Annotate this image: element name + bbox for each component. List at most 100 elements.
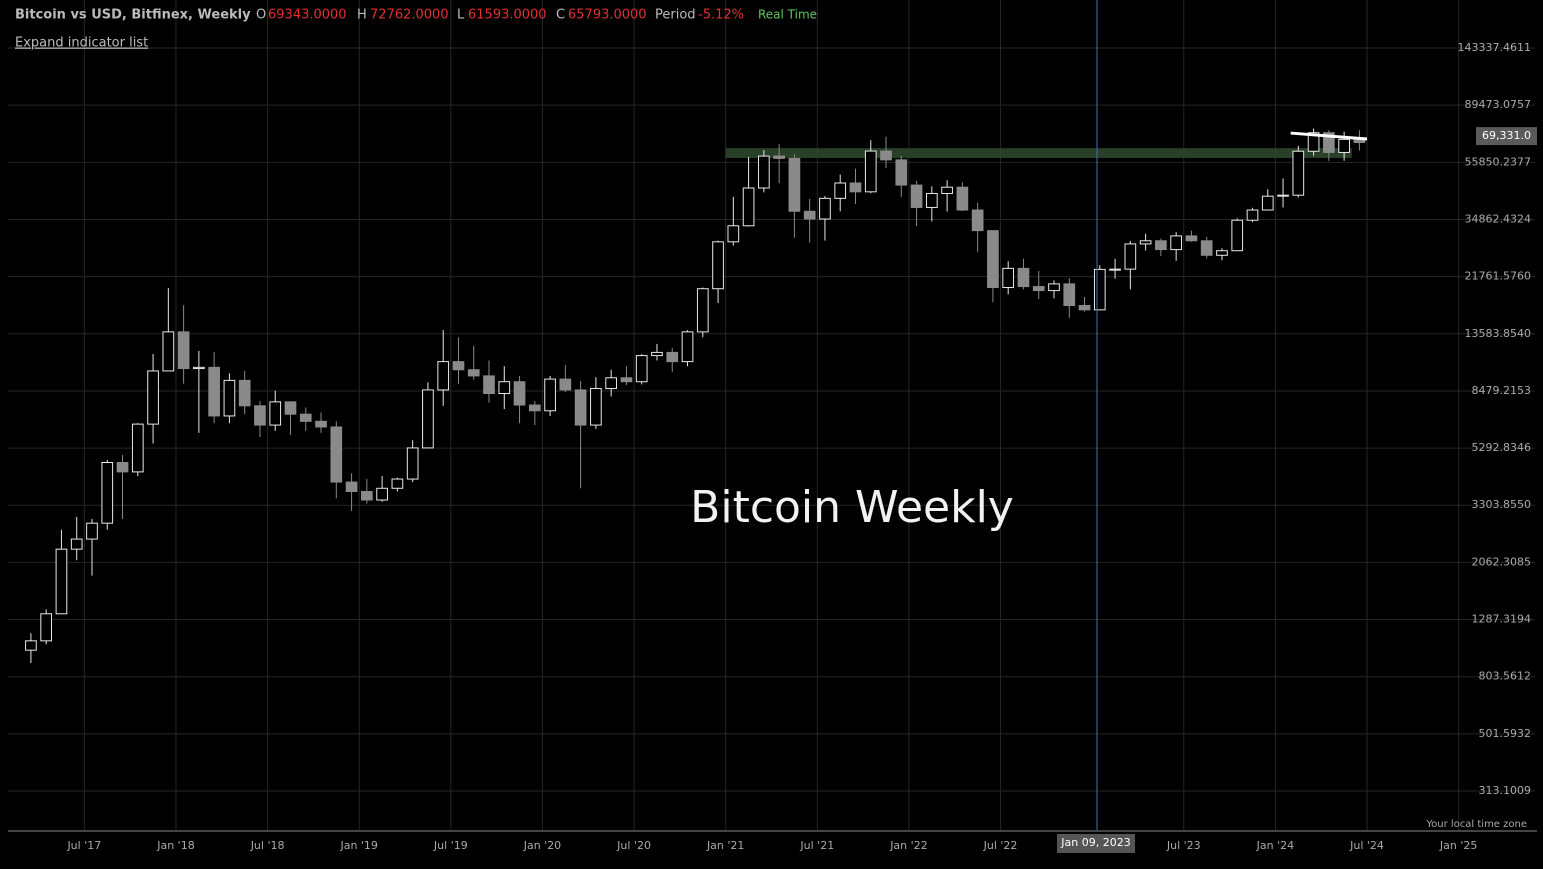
candle-body (284, 401, 297, 415)
x-tick-label: Jan '24 (1256, 839, 1294, 852)
crosshair-label: Jan 09, 2023 (1060, 836, 1130, 849)
y-tick-label: 1287.3194 (1472, 613, 1532, 626)
candle-body (849, 182, 862, 193)
candle-body (666, 351, 679, 363)
candle-body (513, 381, 526, 406)
candle-body (40, 613, 53, 642)
expand-indicators[interactable]: Expand indicator list (15, 36, 148, 51)
candle-body (147, 370, 159, 425)
candle-body (162, 331, 175, 372)
candle-body (788, 157, 801, 212)
candle-body (467, 369, 480, 377)
candle-body (315, 420, 327, 428)
candle-body (1109, 268, 1121, 271)
x-tick-label: Jul '17 (66, 839, 101, 852)
x-tick-label: Jul '20 (616, 839, 651, 852)
candle-body (193, 366, 205, 370)
candle-body (651, 351, 663, 357)
candle-body (406, 447, 419, 480)
candle-body (1032, 286, 1045, 292)
candle-body (1063, 283, 1076, 307)
y-tick-label: 89473.0757 (1465, 98, 1531, 111)
y-tick-label: 143337.4611 (1458, 41, 1531, 54)
y-tick-label: 5292.8346 (1472, 441, 1532, 454)
candle-body (101, 462, 114, 524)
x-tick-label: Jan '18 (156, 839, 194, 852)
candle-body (391, 478, 404, 489)
candle-body (1277, 194, 1289, 197)
grid (8, 0, 1535, 830)
candle-body (880, 150, 892, 161)
candle-body (696, 288, 709, 333)
candle-body (1002, 267, 1015, 288)
watermark-title: Bitcoin Weekly (690, 482, 1014, 533)
candle-body (773, 155, 785, 159)
candle-body (1017, 267, 1030, 288)
candle-body (1231, 219, 1244, 252)
x-tick-label: Jan '19 (339, 839, 377, 852)
candle-body (1246, 209, 1259, 221)
candle-body (208, 366, 220, 417)
candle-body (1292, 150, 1305, 196)
candle-body (574, 389, 587, 426)
y-tick-label: 34862.4324 (1465, 212, 1531, 225)
candle-body (590, 388, 602, 426)
open-value: 69343.0000 (268, 8, 347, 23)
candle-body (1261, 195, 1274, 211)
candle-body (299, 413, 312, 422)
candle-body (528, 404, 541, 412)
candle-body (238, 379, 251, 407)
candle-body (910, 184, 923, 208)
trendline (1290, 131, 1368, 141)
candle-body (131, 423, 144, 473)
symbol: Bitcoin vs USD, Bitfinex, Weekly (15, 8, 251, 23)
candle-body (116, 462, 129, 473)
candle-body (1048, 283, 1060, 292)
candle-body (86, 522, 98, 540)
y-tick-label: 2062.3085 (1472, 555, 1532, 568)
candle-body (956, 186, 969, 211)
x-tick-label: Jan '20 (523, 839, 561, 852)
candle-body (1124, 243, 1137, 270)
low-label: L (457, 8, 465, 23)
candle-body (544, 378, 556, 412)
candle-body (559, 378, 572, 391)
low-value: 61593.0000 (468, 8, 547, 23)
candle-body (1216, 250, 1228, 256)
period-value: -5.12% (698, 8, 744, 23)
x-tick-label: Jul '21 (799, 839, 834, 852)
candle-body (70, 538, 83, 550)
y-tick-label: 3303.8550 (1472, 498, 1532, 511)
x-tick-label: Jan '21 (706, 839, 744, 852)
candle-body (758, 155, 770, 189)
candle-body (1307, 132, 1320, 152)
y-tick-label: 313.1009 (1479, 784, 1532, 797)
candle-body (819, 197, 831, 220)
candle-body (1155, 240, 1167, 251)
close-value: 65793.0000 (568, 8, 647, 23)
candle-body (971, 209, 984, 232)
high-label: H (357, 8, 367, 23)
x-tick-label: Jul '23 (1166, 839, 1201, 852)
candle-body (345, 481, 358, 493)
candle-body (422, 389, 434, 449)
plot (25, 128, 1368, 663)
y-tick-label: 8479.2153 (1472, 384, 1532, 397)
candle-body (25, 640, 37, 651)
candle-body (1170, 235, 1182, 251)
x-tick-label: Jul '19 (433, 839, 468, 852)
candle-body (223, 379, 236, 417)
candle-body (376, 487, 388, 501)
candle-body (330, 426, 343, 483)
candle-body (1139, 240, 1152, 245)
candle-body (1200, 240, 1213, 256)
y-tick-label: 501.5932 (1479, 727, 1532, 740)
candle-body (1093, 268, 1106, 311)
candle-body (803, 210, 816, 220)
y-tick-label: 803.5612 (1479, 670, 1532, 683)
candle-body (987, 230, 999, 288)
candle-body (483, 375, 495, 395)
candle-body (895, 159, 908, 186)
